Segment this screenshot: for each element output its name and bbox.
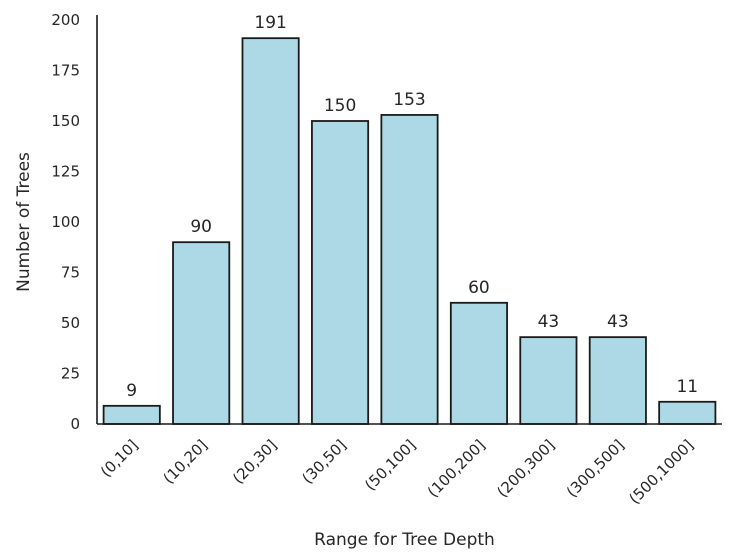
y-tick-label: 0 — [70, 415, 80, 433]
y-tick-label: 125 — [51, 163, 80, 181]
bar — [519, 336, 578, 425]
bar-data-label: 191 — [254, 13, 286, 33]
bar-data-label: 43 — [607, 312, 629, 332]
bar-data-label: 43 — [538, 312, 560, 332]
y-tick-label: 25 — [61, 365, 80, 383]
x-axis-title: Range for Tree Depth — [314, 530, 495, 550]
bar — [449, 301, 508, 425]
bar-data-label: 11 — [676, 377, 698, 397]
x-axis-ticks: (0,10] (10,20] (20,30] (30,50] (50,100] (100,… — [97, 436, 697, 508]
y-axis-title: Number of Trees — [14, 152, 34, 292]
bar-data-label: 9 — [126, 381, 137, 401]
bars-group: 9 90 191 150 153 60 43 43 11 — [102, 13, 717, 425]
y-tick-label: 50 — [61, 314, 80, 332]
bar-data-label: 90 — [190, 217, 212, 237]
y-tick-label: 150 — [51, 112, 80, 130]
bar — [588, 336, 647, 425]
x-tick-label: (10,20] — [160, 436, 211, 487]
x-tick-label: (20,30] — [229, 436, 280, 487]
bar — [311, 120, 370, 425]
bar — [172, 241, 231, 425]
y-tick-label: 75 — [61, 264, 80, 282]
y-tick-label: 100 — [51, 213, 80, 231]
x-tick-label: (50,100] — [361, 436, 419, 494]
y-tick-label: 200 — [51, 11, 80, 29]
bar — [102, 404, 161, 425]
x-tick-label: (30,50] — [299, 436, 350, 487]
x-tick-label: (300,500] — [563, 436, 628, 501]
x-tick-label: (200,300] — [493, 436, 558, 501]
x-tick-label: (500,1000] — [625, 436, 697, 508]
y-tick-label: 175 — [51, 62, 80, 80]
bar-data-label: 153 — [393, 90, 425, 110]
bar — [658, 400, 717, 425]
x-tick-label: (0,10] — [97, 436, 142, 481]
y-axis-ticks: 0 25 50 75 100 125 150 175 200 — [51, 11, 80, 433]
bar — [241, 37, 300, 425]
bar-data-label: 60 — [468, 278, 490, 298]
bar-data-label: 150 — [324, 96, 356, 116]
bar — [380, 114, 439, 425]
x-tick-label: (100,200] — [424, 436, 489, 501]
